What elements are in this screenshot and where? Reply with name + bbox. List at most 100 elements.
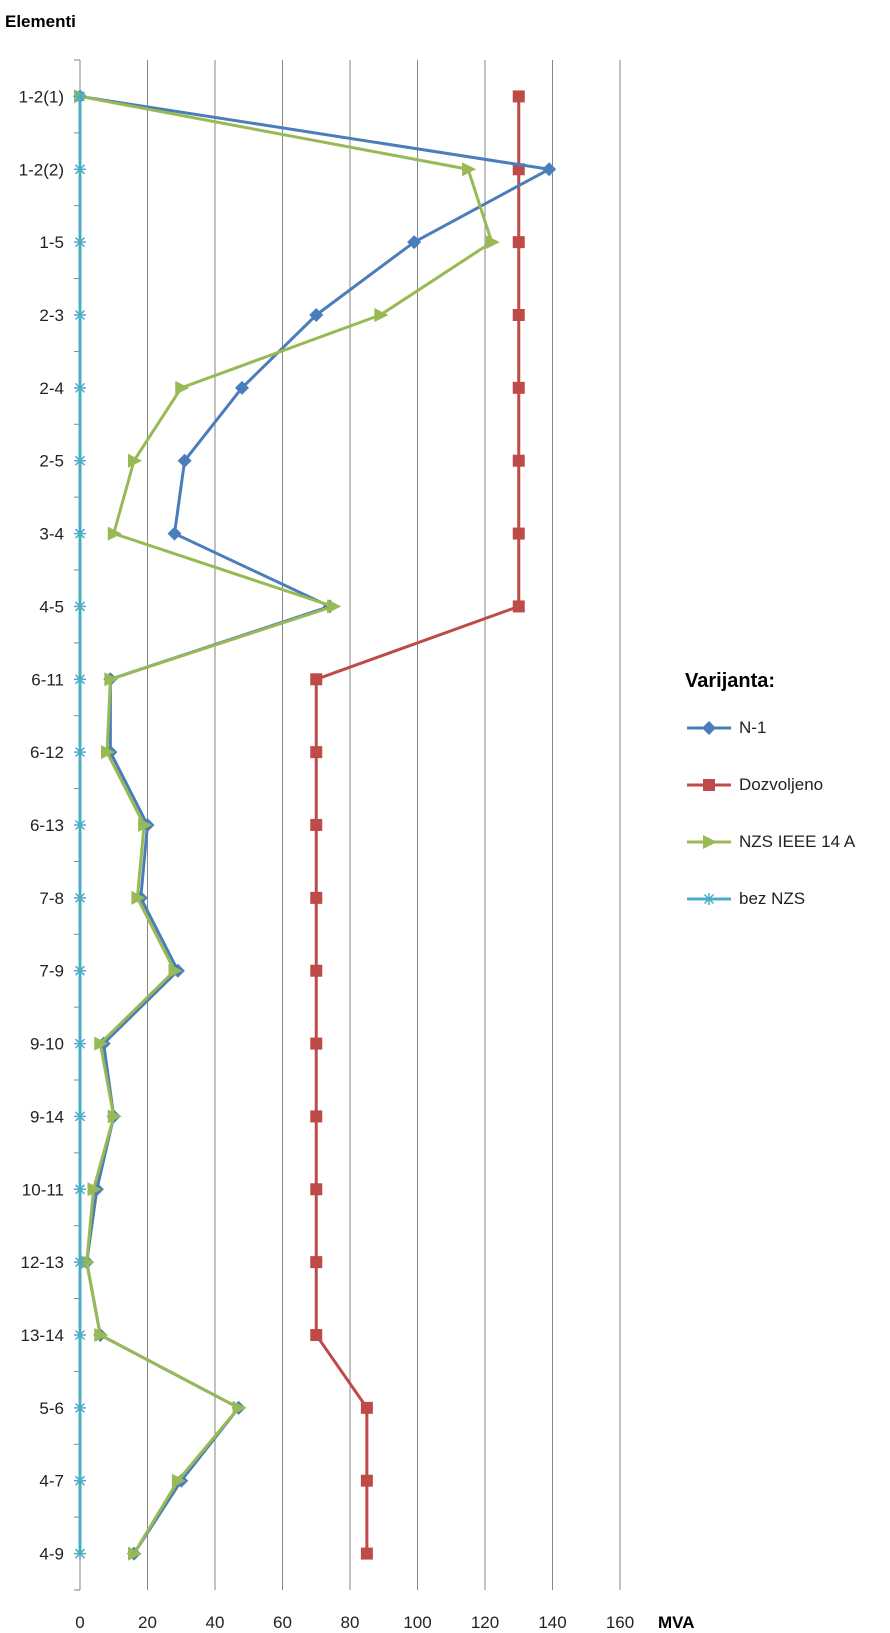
data-point-dozvoljeno <box>512 236 525 249</box>
data-point-bez-nzs <box>74 454 86 467</box>
data-point-bez-nzs <box>74 1474 86 1487</box>
y-tick-label: 6-12 <box>30 743 64 762</box>
tick-labels: 0 20 40 60 80 100 120 140 160 1-2(1) 1-2(2) 1-5 2-3 2… <box>19 87 635 1632</box>
data-point-n-1 <box>542 162 557 177</box>
data-point-nzs-ieee-14-a <box>107 1109 122 1124</box>
data-point-dozvoljeno <box>360 1474 373 1487</box>
data-point-dozvoljeno <box>512 600 525 613</box>
data-point-bez-nzs <box>74 527 86 540</box>
data-point-bez-nzs <box>74 746 86 759</box>
data-point-nzs-ieee-14-a <box>462 162 477 177</box>
data-point-nzs-ieee-14-a <box>327 599 342 614</box>
data-point-bez-nzs <box>74 90 86 103</box>
data-point-n-1 <box>309 308 324 322</box>
data-point-bez-nzs <box>74 1183 86 1196</box>
data-point-nzs-ieee-14-a <box>138 818 153 832</box>
legend-item-n-1: N-1 <box>685 713 890 743</box>
data-point-dozvoljeno <box>310 746 323 759</box>
y-tick-label: 6-11 <box>31 670 64 689</box>
data-point-bez-nzs <box>74 381 86 394</box>
legend-marker <box>703 893 715 905</box>
legend-item-dozvoljeno: Dozvoljeno <box>685 770 890 800</box>
data-point-nzs-ieee-14-a <box>128 453 142 468</box>
x-tick-label: 120 <box>471 1613 499 1632</box>
legend-marker <box>703 835 717 849</box>
y-tick-label: 10-11 <box>22 1180 64 1199</box>
data-point-dozvoljeno <box>512 527 525 540</box>
x-tick-label: 0 <box>75 1613 84 1632</box>
data-point-bez-nzs <box>74 1037 86 1050</box>
x-tick-label: 140 <box>538 1613 566 1632</box>
y-tick-label: 2-5 <box>39 452 64 471</box>
y-tick-label: 3-4 <box>39 525 64 544</box>
data-point-dozvoljeno <box>360 1547 373 1560</box>
y-tick-label: 6-13 <box>30 816 64 835</box>
legend-label: bez NZS <box>739 889 806 908</box>
data-point-bez-nzs <box>74 236 86 249</box>
data-point-n-1 <box>235 380 249 395</box>
data-point-nzs-ieee-14-a <box>87 1182 102 1197</box>
y-tick-label: 4-9 <box>39 1545 64 1564</box>
y-tick-label: 2-3 <box>39 306 64 325</box>
data-point-dozvoljeno <box>512 381 525 394</box>
data-point-nzs-ieee-14-a <box>485 235 500 250</box>
y-tick-label: 9-10 <box>30 1035 64 1054</box>
data-point-dozvoljeno <box>512 309 525 321</box>
legend-items: N-1 Dozvoljeno NZS IEEE 14 A bez NZS <box>685 713 890 914</box>
x-tick-label: 60 <box>273 1613 292 1632</box>
y-tick-label: 1-5 <box>39 233 64 252</box>
data-point-nzs-ieee-14-a <box>104 672 119 687</box>
x-tick-label: 40 <box>206 1613 225 1632</box>
series-nzs-ieee-14-a <box>74 89 500 1561</box>
data-point-dozvoljeno <box>512 454 525 467</box>
data-point-dozvoljeno <box>310 1110 323 1123</box>
data-point-nzs-ieee-14-a <box>101 745 115 760</box>
data-point-bez-nzs <box>74 673 86 686</box>
y-tick-label: 12-13 <box>21 1253 64 1272</box>
legend-label: Dozvoljeno <box>739 775 824 794</box>
legend-item-bez-nzs: bez NZS <box>685 884 890 914</box>
data-point-n-1 <box>407 235 422 250</box>
data-point-nzs-ieee-14-a <box>94 1328 109 1342</box>
data-point-bez-nzs <box>74 600 86 613</box>
y-tick-label: 5-6 <box>39 1399 64 1418</box>
legend-marker <box>703 779 715 791</box>
x-tick-label: 80 <box>341 1613 360 1632</box>
data-point-nzs-ieee-14-a <box>374 308 389 322</box>
data-point-bez-nzs <box>74 819 86 831</box>
series-group <box>73 89 557 1561</box>
data-point-dozvoljeno <box>310 1037 323 1050</box>
data-point-nzs-ieee-14-a <box>232 1400 247 1415</box>
y-tick-label: 4-7 <box>39 1472 64 1491</box>
y-tick-label: 9-14 <box>30 1107 64 1126</box>
data-point-dozvoljeno <box>310 1183 323 1196</box>
data-point-bez-nzs <box>74 163 86 176</box>
legend-swatch-n-1 <box>687 721 731 735</box>
y-axis-title: Elementi <box>5 12 76 31</box>
data-point-n-1 <box>177 453 192 468</box>
data-point-nzs-ieee-14-a <box>128 1546 142 1561</box>
data-point-nzs-ieee-14-a <box>94 1036 109 1051</box>
legend-swatch-dozvoljeno <box>687 779 731 791</box>
legend-swatch-bez-nzs <box>687 893 731 905</box>
legend-marker <box>702 721 716 735</box>
data-point-nzs-ieee-14-a <box>131 890 146 905</box>
x-tick-label: 100 <box>403 1613 431 1632</box>
data-point-nzs-ieee-14-a <box>168 963 183 978</box>
data-point-dozvoljeno <box>310 891 323 904</box>
legend-item-nzs-ieee-14-a: NZS IEEE 14 A <box>685 827 890 857</box>
data-point-nzs-ieee-14-a <box>171 1473 186 1488</box>
data-point-dozvoljeno <box>310 1256 323 1269</box>
grid-lines <box>147 60 621 1590</box>
data-point-bez-nzs <box>74 964 86 977</box>
legend-swatch-nzs-ieee-14-a <box>687 835 731 849</box>
x-axis-title: MVA <box>658 1613 695 1632</box>
data-point-bez-nzs <box>74 309 86 321</box>
data-point-bez-nzs <box>74 1256 86 1269</box>
legend-label: NZS IEEE 14 A <box>739 832 856 851</box>
data-point-nzs-ieee-14-a <box>175 380 190 395</box>
legend-label: N-1 <box>739 718 767 737</box>
legend: Varijanta: N-1 Dozvoljeno NZS IEEE 14 A bez… <box>685 670 890 941</box>
data-point-dozvoljeno <box>310 1329 323 1341</box>
data-point-bez-nzs <box>74 1329 86 1341</box>
